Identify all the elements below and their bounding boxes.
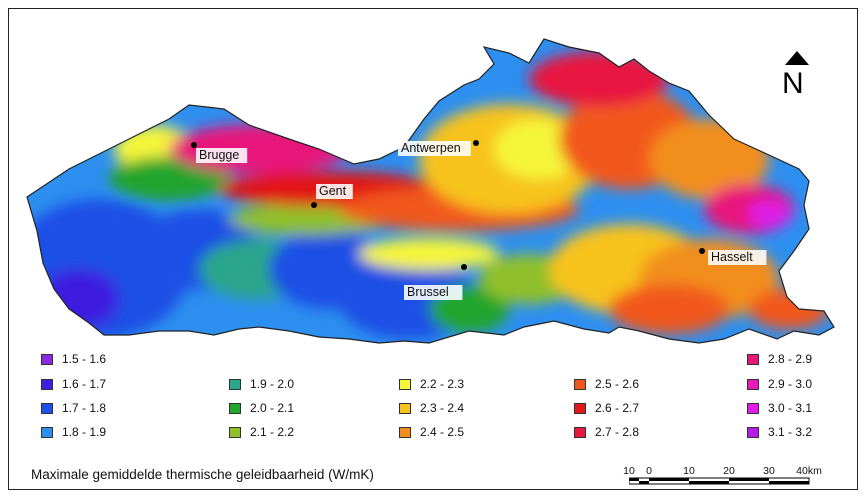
city-label-background: [708, 250, 767, 265]
legend-item: 1.7 - 1.8: [41, 401, 106, 415]
legend-label: 2.4 - 2.5: [420, 425, 465, 439]
legend-label: 1.9 - 2.0: [250, 377, 295, 391]
thermal-conductivity-map: Brugge Antwerpen Gent Hasselt Brussel: [26, 38, 835, 344]
north-label: N: [782, 67, 804, 100]
legend-swatch: [229, 378, 241, 390]
legend-label: 3.1 - 3.2: [768, 425, 813, 439]
city-dot: [473, 140, 479, 146]
region-outline: [26, 38, 835, 344]
legend-swatch: [229, 426, 241, 438]
legend-item: 2.2 - 2.3: [399, 377, 464, 391]
legend-label: 3.0 - 3.1: [768, 401, 813, 415]
legend-item: 1.5 - 1.6: [41, 352, 106, 366]
north-arrow-icon: [785, 51, 809, 65]
scale-bar-label: 10: [683, 465, 695, 477]
legend-swatch: [574, 402, 586, 414]
legend-item: 2.1 - 2.2: [229, 425, 294, 439]
legend-item: 1.6 - 1.7: [41, 377, 106, 391]
city-dot: [191, 142, 197, 148]
legend-swatch: [747, 378, 759, 390]
legend-swatch: [229, 402, 241, 414]
legend-swatch: [41, 426, 53, 438]
legend-item: 2.4 - 2.5: [399, 425, 464, 439]
legend-label: 2.1 - 2.2: [250, 425, 295, 439]
legend-item: 2.0 - 2.1: [229, 401, 294, 415]
city-label: Brugge: [199, 148, 239, 162]
legend-swatch: [399, 378, 411, 390]
city-label-background: [398, 141, 471, 156]
legend-item: 1.8 - 1.9: [41, 425, 106, 439]
legend-label: 1.6 - 1.7: [62, 377, 107, 391]
legend-swatch: [747, 426, 759, 438]
legend-swatch: [574, 378, 586, 390]
scale-bar-label: 30: [763, 465, 775, 477]
scale-bar: 10 0 10 20 30 40km: [623, 465, 829, 489]
legend-label: 1.8 - 1.9: [62, 425, 107, 439]
legend-swatch: [399, 402, 411, 414]
legend-item: 2.8 - 2.9: [747, 352, 812, 366]
city-markers: Brugge Antwerpen Gent Hasselt Brussel: [191, 140, 767, 300]
city-label: Brussel: [407, 285, 449, 299]
city-label-background: [316, 184, 353, 199]
legend-label: 2.6 - 2.7: [595, 401, 640, 415]
legend-item: 2.3 - 2.4: [399, 401, 464, 415]
legend-item: 1.9 - 2.0: [229, 377, 294, 391]
city-dot: [461, 264, 467, 270]
legend-label: 2.2 - 2.3: [420, 377, 465, 391]
legend-label: 2.0 - 2.1: [250, 401, 295, 415]
north-arrow: N: [777, 49, 817, 109]
legend-item: 2.7 - 2.8: [574, 425, 639, 439]
scale-bar-label: 40km: [796, 465, 822, 477]
legend-swatch: [747, 353, 759, 365]
city-label: Hasselt: [711, 250, 753, 264]
scale-bar-graphic: [629, 477, 810, 485]
map-frame: Brugge Antwerpen Gent Hasselt Brussel N 1.5 …: [8, 8, 858, 490]
scale-bar-label: 0: [646, 465, 652, 477]
legend-item: 2.9 - 3.0: [747, 377, 812, 391]
legend-item: 3.0 - 3.1: [747, 401, 812, 415]
scale-bar-label: 20: [723, 465, 735, 477]
legend-label: 2.8 - 2.9: [768, 352, 813, 366]
map-title: Maximale gemiddelde thermische geleidbaa…: [31, 467, 374, 482]
city-label: Antwerpen: [401, 141, 461, 155]
legend-item: 3.1 - 3.2: [747, 425, 812, 439]
legend-swatch: [574, 426, 586, 438]
legend-item: 2.6 - 2.7: [574, 401, 639, 415]
legend-swatch: [41, 353, 53, 365]
legend-label: 2.5 - 2.6: [595, 377, 640, 391]
city-label: Gent: [319, 184, 347, 198]
legend-label: 1.5 - 1.6: [62, 352, 107, 366]
legend-label: 2.3 - 2.4: [420, 401, 465, 415]
city-label-background: [404, 285, 463, 300]
city-label-background: [196, 148, 248, 163]
scale-bar-label: 10: [623, 465, 635, 477]
legend-swatch: [747, 402, 759, 414]
legend-item: 2.5 - 2.6: [574, 377, 639, 391]
legend-label: 2.9 - 3.0: [768, 377, 813, 391]
legend-swatch: [41, 378, 53, 390]
legend-swatch: [41, 402, 53, 414]
city-dot: [311, 202, 317, 208]
legend-swatch: [399, 426, 411, 438]
city-dot: [699, 248, 705, 254]
legend-label: 1.7 - 1.8: [62, 401, 107, 415]
legend-label: 2.7 - 2.8: [595, 425, 640, 439]
